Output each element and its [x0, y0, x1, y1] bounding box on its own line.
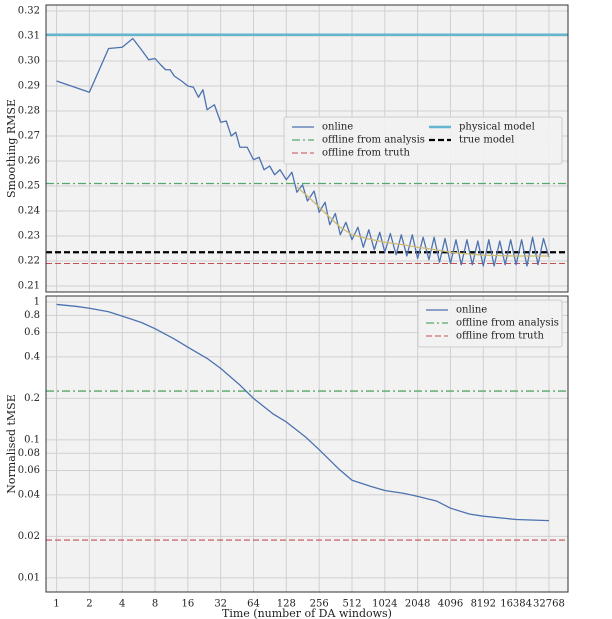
legend-label: online: [456, 305, 487, 316]
legend-box: [283, 116, 563, 165]
plot-lines: [46, 33, 568, 267]
legend-label: true model: [459, 135, 514, 146]
legend-label: online: [322, 122, 353, 133]
legend-label: offline from truth: [456, 331, 544, 342]
x-tick-label: 8: [152, 599, 158, 610]
x-tick-label: 16384: [500, 599, 532, 610]
y-tick-label: 0.29: [18, 81, 40, 92]
y-tick-label: 0.22: [18, 256, 40, 267]
x-tick-label: 1024: [372, 599, 397, 610]
y-axis-label: Smoothing RMSE: [5, 99, 18, 198]
y-tick-label: 0.28: [18, 106, 40, 117]
x-tick-label: 64: [247, 599, 260, 610]
y-tick-label: 0.06: [18, 465, 40, 476]
y-tick-label: 0.02: [18, 531, 40, 542]
y-tick-label: 0.32: [18, 6, 40, 17]
x-tick-label: 32: [214, 599, 227, 610]
y-tick-label: 0.04: [18, 489, 40, 500]
x-tick-label: 2048: [405, 599, 430, 610]
y-tick-label: 0.4: [24, 351, 40, 362]
data-line: [296, 186, 549, 257]
x-tick-label: 256: [310, 599, 329, 610]
legend-label: offline from analysis: [456, 318, 559, 329]
y-tick-label: 0.21: [18, 281, 40, 292]
y-tick-label: 1: [34, 296, 40, 307]
plot-frame: [45, 4, 569, 293]
y-tick-label: 0.30: [18, 56, 40, 67]
x-tick-label: 128: [277, 599, 296, 610]
legend-label: offline from truth: [322, 148, 410, 159]
y-tick-label: 0.27: [18, 131, 40, 142]
x-tick-label: 1: [53, 599, 59, 610]
y-tick-label: 0.6: [24, 327, 40, 338]
x-tick-label: 32768: [533, 599, 565, 610]
y-tick-label: 0.31: [18, 31, 40, 42]
y-axis-label: Normalised tMSE: [5, 394, 18, 493]
y-tick-label: 0.08: [18, 448, 40, 459]
plot-lines: [46, 303, 568, 541]
x-tick-label: 4: [119, 599, 125, 610]
x-tick-label: 4096: [438, 599, 463, 610]
y-tick-label: 0.01: [18, 572, 40, 583]
y-tick-label: 0.2: [24, 393, 40, 404]
legend-box: [417, 299, 563, 348]
x-tick-label: 8192: [471, 599, 496, 610]
y-tick-label: 0.24: [18, 206, 40, 217]
x-tick-label: 512: [342, 599, 361, 610]
y-tick-label: 0.25: [18, 181, 40, 192]
x-tick-label: 16: [182, 599, 195, 610]
y-tick-label: 0.23: [18, 231, 40, 242]
y-tick-label: 0.1: [24, 434, 40, 445]
data-line: [56, 303, 549, 522]
y-tick-label: 0.26: [18, 156, 40, 167]
legend-label: physical model: [459, 122, 535, 133]
legend-label: offline from analysis: [322, 135, 425, 146]
x-tick-label: 2: [86, 599, 92, 610]
x-axis-label: Time (number of DA windows): [222, 607, 392, 619]
y-tick-label: 0.8: [24, 310, 40, 321]
plot-frame: [45, 295, 569, 593]
